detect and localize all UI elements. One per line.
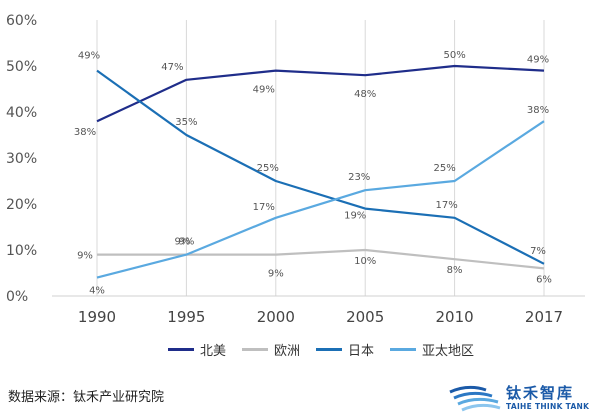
y-tick-label-40: 40% [6,105,37,121]
data-label-japan-1995: 35% [175,117,197,128]
line-chart: 0% 10% 20% 30% 40% 50% 60% 1990 1995 2000 2005 2010… [6,13,585,326]
label-layer: 38%47%49% 48%50% 49%9%9%9%10%8%6%49%35%25%… [74,50,552,297]
x-tick-label-2000: 2000 [257,308,295,326]
chart-legend: 北美 欧洲 日本 亚太地区 [168,340,490,359]
legend-label-japan: 日本 [348,344,375,359]
legend-item-japan: 日本 [316,340,374,359]
legend-swatch-japan [316,348,343,351]
legend-label-europe: 欧洲 [274,344,301,359]
data-label-asia-pacific-1990: 4% [89,286,105,297]
legend-label-asia-pacific: 亚太地区 [422,344,475,359]
series-line-asia-pacific [96,120,545,279]
data-label-europe-2000: 9% [268,269,284,280]
brand-logo-icon [449,385,501,412]
data-label-north-america-2010: 50% [443,50,465,61]
data-label-japan-2005: 19% [344,211,366,222]
y-tick-label-0: 0% [6,289,28,305]
data-label-asia-pacific-1995: 9% [174,237,190,248]
data-label-japan-2010: 17% [435,200,457,211]
data-label-asia-pacific-2005: 23% [348,172,370,183]
legend-item-north-america: 北美 [168,340,226,359]
data-label-asia-pacific-2000: 17% [253,202,275,213]
data-label-europe-1990: 9% [77,251,93,262]
series-line-japan [96,69,545,265]
series-line-north-america [96,64,545,123]
brand-subtitle: TAIHE THINK TANK [506,402,590,411]
legend-item-europe: 欧洲 [242,340,300,359]
data-label-north-america-2005: 48% [354,89,376,100]
data-label-north-america-2017: 49% [527,55,549,66]
y-tick-label-60: 60% [6,13,37,29]
legend-label-north-america: 北美 [200,344,227,359]
data-label-north-america-2000: 49% [253,85,275,96]
data-label-europe-2010: 8% [447,265,463,276]
y-tick-label-50: 50% [6,59,37,75]
data-label-europe-2005: 10% [354,256,376,267]
series-layer [96,64,545,279]
x-tick-label-1990: 1990 [78,308,116,326]
data-label-europe-1995: 9% [178,237,194,248]
data-label-asia-pacific-2017: 38% [527,105,549,116]
source-note: 数据来源：钛禾产业研究院 [8,390,165,405]
y-tick-label-20: 20% [6,197,37,213]
data-label-europe-2017: 6% [536,274,552,285]
brand-block: 钛禾智库 TAIHE THINK TANK [448,380,598,420]
y-tick-label-10: 10% [6,243,37,259]
data-label-north-america-1995: 47% [161,62,183,73]
data-label-asia-pacific-2010: 25% [433,163,455,174]
data-label-japan-2017: 7% [530,246,546,257]
brand-name: 钛禾智库 [506,384,575,402]
legend-swatch-europe [242,348,269,351]
x-tick-label-2010: 2010 [436,308,474,326]
legend-swatch-asia-pacific [390,348,417,351]
series-line-europe [97,248,545,270]
data-label-japan-1990: 49% [78,51,100,62]
x-tick-label-2005: 2005 [346,308,384,326]
data-label-north-america-1990: 38% [74,127,96,138]
y-tick-label-30: 30% [6,151,37,167]
data-label-japan-2000: 25% [257,163,279,174]
x-tick-label-2017: 2017 [525,308,563,326]
x-tick-label-1995: 1995 [167,308,205,326]
legend-item-asia-pacific: 亚太地区 [390,340,474,359]
axis-layer: 0% 10% 20% 30% 40% 50% 60% 1990 1995 2000 2005 2010… [6,13,585,326]
legend-swatch-north-america [168,348,194,351]
